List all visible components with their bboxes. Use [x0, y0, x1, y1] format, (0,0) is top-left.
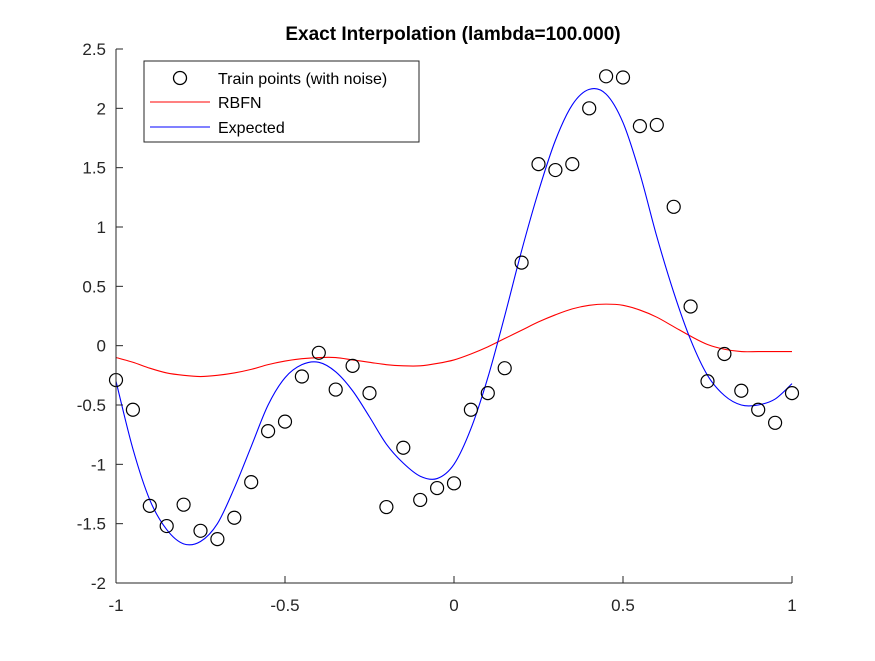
- data-point: [142, 498, 157, 513]
- y-tick-label: 0.5: [82, 277, 106, 296]
- data-point: [700, 374, 715, 389]
- data-point: [514, 255, 529, 270]
- legend-label-rbfn: RBFN: [218, 95, 262, 112]
- data-point: [227, 510, 242, 525]
- data-point: [463, 402, 478, 417]
- y-tick-label: -1: [91, 455, 106, 474]
- data-point: [683, 299, 698, 314]
- legend-label-train-points: Train points (with noise): [218, 71, 387, 88]
- data-point: [784, 386, 800, 401]
- data-point: [413, 492, 428, 508]
- y-tick-label: 1.5: [82, 159, 106, 178]
- axes-layer: -1 -0.5 0 0.5 1 -2 -1.5 -1 -0.5 0 0.5 1 1.5 2 2.5: [77, 40, 797, 615]
- y-tick-label: 2: [97, 99, 106, 118]
- data-point: [751, 402, 766, 417]
- data-point: [480, 386, 495, 401]
- data-point: [548, 162, 563, 178]
- series-expected: [115, 88, 793, 546]
- x-tick-label: -0.5: [270, 596, 299, 615]
- y-tick-label: 2.5: [82, 40, 106, 59]
- data-point: [598, 69, 614, 84]
- data-point: [717, 346, 732, 362]
- x-tick-label: 1: [787, 596, 796, 615]
- data-point: [582, 101, 597, 116]
- data-point: [734, 383, 749, 398]
- x-tick-label: -1: [108, 596, 123, 615]
- x-tick-label: 0: [449, 596, 458, 615]
- data-point: [632, 119, 648, 134]
- y-tick-label: 0: [97, 337, 106, 356]
- data-point: [649, 117, 664, 133]
- data-point: [615, 70, 631, 85]
- series-line-expected: [115, 88, 793, 546]
- data-point: [193, 523, 208, 538]
- y-tick-label: -1.5: [77, 515, 106, 534]
- data-point: [261, 424, 276, 439]
- data-point: [328, 382, 343, 397]
- data-point: [277, 414, 293, 429]
- legend-label-expected: Expected: [218, 120, 285, 137]
- data-point: [666, 199, 681, 214]
- series-line-rbfn: [115, 303, 792, 378]
- data-point: [125, 402, 140, 417]
- data-point: [565, 157, 580, 172]
- data-point: [244, 475, 259, 490]
- series-layer: [108, 69, 800, 547]
- data-point: [497, 361, 512, 376]
- legend: Train points (with noise) RBFN Expected: [143, 60, 420, 143]
- chart-title: Exact Interpolation (lambda=100.000): [285, 24, 620, 45]
- series-train-points-with-noise: [108, 69, 800, 547]
- data-point: [311, 345, 326, 360]
- series-rbfn: [115, 303, 792, 378]
- data-point: [396, 440, 411, 455]
- data-point: [210, 531, 225, 547]
- data-point: [531, 157, 546, 172]
- data-point: [294, 369, 309, 384]
- legend-marker-train-points: [172, 70, 188, 86]
- y-tick-label: -0.5: [77, 396, 106, 415]
- data-point: [767, 415, 783, 430]
- x-tick-label: 0.5: [611, 596, 635, 615]
- y-tick-label: 1: [97, 218, 106, 237]
- data-point: [345, 358, 360, 373]
- y-tick-label: -2: [91, 574, 106, 593]
- data-point: [362, 386, 377, 401]
- data-point: [446, 476, 462, 491]
- data-point: [379, 499, 394, 515]
- data-point: [430, 480, 445, 496]
- data-point: [159, 518, 174, 534]
- data-point: [176, 497, 191, 512]
